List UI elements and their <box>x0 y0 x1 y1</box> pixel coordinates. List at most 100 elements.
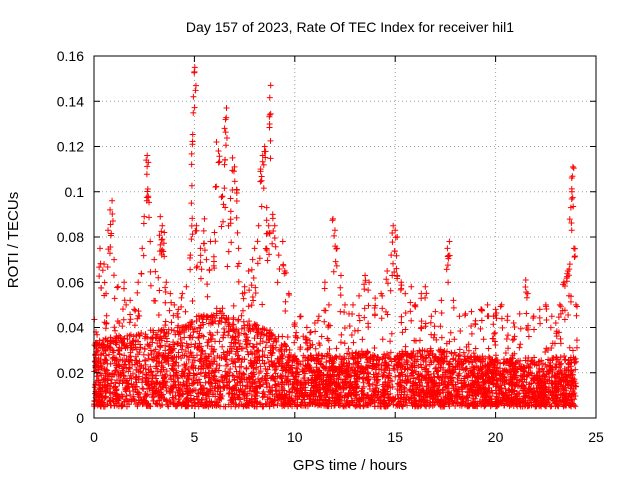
data-point <box>309 400 316 407</box>
data-point <box>154 355 161 362</box>
data-point <box>533 362 540 369</box>
data-point <box>458 358 465 365</box>
data-point <box>235 260 242 267</box>
data-point <box>181 334 188 341</box>
data-point <box>294 360 301 367</box>
data-point <box>113 339 120 346</box>
data-point <box>252 393 259 400</box>
data-point <box>267 110 274 117</box>
data-point <box>167 399 174 406</box>
x-axis-label: GPS time / hours <box>293 457 407 474</box>
data-point <box>167 346 174 353</box>
data-point <box>234 263 241 270</box>
data-point <box>98 372 105 379</box>
data-point <box>158 337 165 344</box>
data-point <box>515 357 522 364</box>
data-point <box>354 371 361 378</box>
data-point <box>140 351 147 358</box>
data-point <box>103 320 110 327</box>
data-point <box>253 360 260 367</box>
data-point <box>260 161 267 168</box>
data-point <box>203 395 210 402</box>
data-point <box>165 361 172 368</box>
data-point <box>571 245 578 252</box>
data-point <box>197 275 204 282</box>
data-point <box>216 362 223 369</box>
data-point <box>339 402 346 409</box>
data-point <box>156 343 163 350</box>
data-point <box>492 306 499 313</box>
data-point <box>398 369 405 376</box>
data-point <box>568 367 575 374</box>
data-point <box>398 313 405 320</box>
data-point <box>546 395 553 402</box>
data-point <box>299 358 306 365</box>
data-point <box>170 366 177 373</box>
data-point <box>307 342 314 349</box>
data-point <box>418 324 425 331</box>
data-point <box>216 153 223 160</box>
data-point <box>563 375 570 382</box>
data-point <box>233 368 240 375</box>
data-point <box>226 328 233 335</box>
data-point <box>485 353 492 360</box>
data-point <box>545 356 552 363</box>
data-point <box>416 392 423 399</box>
data-point <box>553 361 560 368</box>
data-point <box>127 297 134 304</box>
data-point <box>426 393 433 400</box>
data-point <box>98 342 105 349</box>
data-point <box>382 366 389 373</box>
data-point <box>241 371 248 378</box>
data-point <box>355 363 362 370</box>
data-point <box>235 373 242 380</box>
data-point <box>286 367 293 374</box>
data-point <box>440 366 447 373</box>
data-point <box>441 348 448 355</box>
data-point <box>491 338 498 345</box>
data-point <box>568 368 575 375</box>
data-point <box>427 389 434 396</box>
data-point <box>559 385 566 392</box>
data-point <box>567 359 574 366</box>
data-point <box>321 307 328 314</box>
data-point <box>101 261 108 268</box>
data-point <box>373 361 380 368</box>
data-point <box>491 401 498 408</box>
data-point <box>217 388 224 395</box>
data-points <box>91 64 581 410</box>
data-point <box>117 377 124 384</box>
data-point <box>222 129 229 136</box>
data-point <box>282 341 289 348</box>
data-point <box>362 277 369 284</box>
data-point <box>380 372 387 379</box>
data-point <box>235 356 242 363</box>
data-point <box>486 374 493 381</box>
data-point <box>534 372 541 379</box>
data-point <box>118 340 125 347</box>
data-point <box>152 372 159 379</box>
data-point <box>257 168 264 175</box>
data-point <box>356 292 363 299</box>
data-point <box>232 351 239 358</box>
data-point <box>295 361 302 368</box>
data-point <box>378 315 385 322</box>
data-point <box>142 356 149 363</box>
data-point <box>102 346 109 353</box>
data-point <box>485 388 492 395</box>
data-point <box>364 369 371 376</box>
data-point <box>229 396 236 403</box>
data-point <box>506 381 513 388</box>
data-point <box>256 378 263 385</box>
data-point <box>119 365 126 372</box>
data-point <box>172 372 179 379</box>
data-point <box>219 193 226 200</box>
data-point <box>529 370 536 377</box>
data-point <box>198 266 205 273</box>
data-point <box>418 396 425 403</box>
data-point <box>213 138 220 145</box>
data-point <box>158 228 165 235</box>
data-point <box>456 346 463 353</box>
data-point <box>311 319 318 326</box>
data-point <box>173 367 180 374</box>
